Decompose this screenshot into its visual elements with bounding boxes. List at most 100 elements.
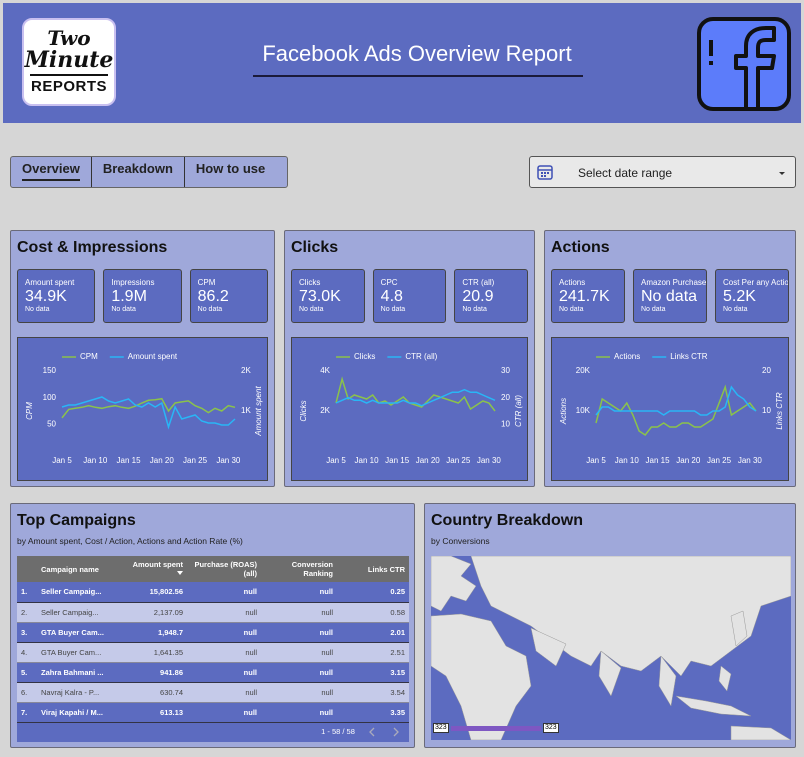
table-cell: 0.25 [337,582,409,603]
table-row[interactable]: 6. Navraj Kalra - P... 630.74 null null 3.54 [17,682,409,703]
table-row[interactable]: 3. GTA Buyer Cam... 1,948.7 null null 2.01 [17,622,409,643]
chart-panel: Clicks Clicks 73.0K No data CPC 4.8 No data CTR… [284,230,535,487]
kpi-note: No data [111,306,136,313]
campaign-table: Campaign name Amount spent Purchase (ROA… [17,556,409,742]
kpi-label: Clicks [299,278,321,287]
kpi-card: Impressions 1.9M No data [103,269,182,323]
tab[interactable]: Breakdown [92,157,185,187]
y-tick-label: 150 [43,366,57,375]
tab-label: Overview [22,161,80,181]
legend-label: Actions [614,352,640,361]
kpi-label: Impressions [111,278,155,287]
legend-label: CTR (all) [405,352,437,361]
series-line [61,397,236,419]
header-cell[interactable]: Campaign name [37,556,107,582]
table-cell: 941.86 [107,662,187,683]
x-tick-label: Jan 30 [477,456,502,465]
header-cell[interactable]: Links CTR [337,556,409,582]
pagination: 1 - 58 / 58 [17,722,409,742]
kpi-card: Actions 241.7K No data [551,269,625,323]
kpi-value: 34.9K [25,288,67,305]
chart-panel: Actions Actions 241.7K No data Amazon Purcha… [544,230,796,487]
kpi-label: CPM [197,278,216,287]
column-label: Amount spent [132,560,183,569]
chart-panel: Cost & Impressions Amount spent 34.9K No da… [10,230,275,487]
y2-tick-label: 20 [762,366,771,375]
y-tick-label: 50 [47,419,56,428]
kpi-card: Cost Per any Action 5.2K No data [715,269,789,323]
calendar-icon [537,165,553,180]
map[interactable]: 323 323 [431,556,791,740]
table-row[interactable]: 1. Seller Campaig... 15,802.56 null null 0.25 [17,582,409,603]
header-row: Campaign name Amount spent Purchase (ROA… [17,556,409,582]
title-underline [253,75,583,77]
table-cell: null [187,602,261,623]
facebook-icon [697,17,791,111]
table-cell: 7. [17,702,37,723]
table-cell: 2,137.09 [107,602,187,623]
logo-text: REPORTS [30,78,107,95]
column-label: Links CTR [367,564,405,574]
table-body: 1. Seller Campaig... 15,802.56 null null 0.25… [17,582,409,723]
column-label: Conversion Ranking [291,560,333,578]
scale-min: 323 [433,723,449,733]
x-tick-label: Jan 25 [707,456,732,465]
table-row[interactable]: 4. GTA Buyer Cam... 1,641.35 null null 2.51 [17,642,409,663]
table-cell: null [187,622,261,643]
date-picker-label: Select date range [578,166,673,180]
tab[interactable]: How to use [185,157,276,187]
y2-tick-label: 1K [241,406,251,415]
chart-box: Jan 5 Jan 10 Jan 15 Jan 20 Jan 25 Jan 30 10K 20… [551,337,789,481]
kpi-card: Clicks 73.0K No data [291,269,365,323]
y2-axis-title: CTR (all) [514,395,523,427]
table-row[interactable]: 2. Seller Campaig... 2,137.09 null null 0.58 [17,602,409,623]
tab[interactable]: Overview [11,157,92,187]
table-cell: null [261,582,337,603]
scale-bar [451,726,541,731]
header-cell[interactable]: Amount spent [107,556,187,582]
table-cell: null [187,662,261,683]
y-axis-title: Clicks [299,400,308,421]
panel-title: Actions [551,239,610,256]
table-cell: 1,948.7 [107,622,187,643]
y2-axis-title: Amount spent [254,386,263,437]
header-cell [17,556,37,582]
y-tick-label: 100 [43,393,57,402]
x-tick-label: Jan 5 [586,456,606,465]
table-row[interactable]: 5. Zahra Bahmani ... 941.86 null null 3.15 [17,662,409,683]
table-cell: null [187,682,261,703]
header-cell[interactable]: Conversion Ranking [261,556,337,582]
country-panel: Country Breakdown by Conversions 3 [424,503,796,748]
kpi-label: Actions [559,278,586,287]
y-tick-label: 2K [320,406,330,415]
campaigns-panel: Top Campaigns by Amount spent, Cost / Ac… [10,503,415,748]
line-chart: Jan 5 Jan 10 Jan 15 Jan 20 Jan 25 Jan 30 10K 20… [559,352,784,465]
logo-text: Minute [24,47,114,73]
kpi-card: CPM 86.2 No data [189,269,268,323]
table-cell: GTA Buyer Cam... [37,642,107,663]
table-cell: GTA Buyer Cam... [37,622,107,643]
y2-tick-label: 30 [501,366,510,375]
panel-subtitle: by Conversions [431,536,490,546]
table-row[interactable]: 7. Viraj Kapahi / M... 613.13 null null 3.35 [17,702,409,723]
page-arrows[interactable] [365,727,405,737]
panel-title: Cost & Impressions [17,239,168,256]
chart-box: Jan 5 Jan 10 Jan 15 Jan 20 Jan 25 Jan 30 2K 4K 1… [291,337,528,481]
y2-axis-title: Links CTR [775,392,784,430]
kpi-note: No data [641,306,666,313]
table-cell: null [261,682,337,703]
kpi-value: 241.7K [559,288,610,305]
table-cell: 3. [17,622,37,643]
table-cell: null [261,702,337,723]
kpi-value: No data [641,288,698,305]
date-picker[interactable]: Select date range [529,156,796,188]
kpi-label: Cost Per any Action [723,278,788,287]
table-cell: 3.54 [337,682,409,703]
panel-title: Clicks [291,239,339,256]
header-cell[interactable]: Purchase (ROAS) (all) [187,556,261,582]
table-cell: null [261,662,337,683]
kpi-card: Amount spent 34.9K No data [17,269,96,323]
table-cell: 5. [17,662,37,683]
tab-label: Breakdown [102,161,173,176]
